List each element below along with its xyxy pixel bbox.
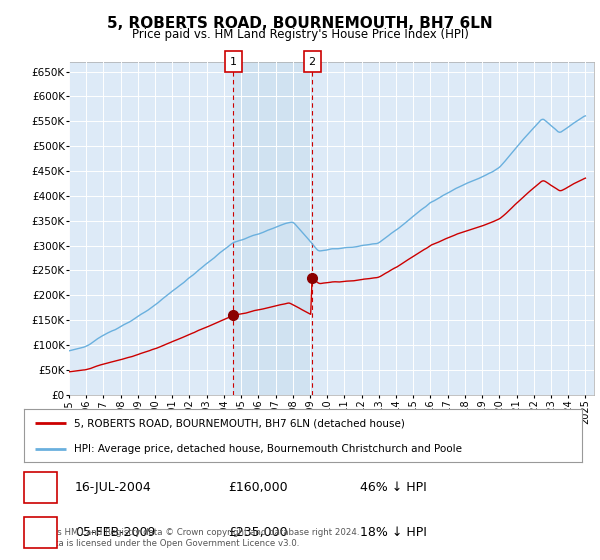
Text: 46% ↓ HPI: 46% ↓ HPI [360,481,427,494]
Text: 16-JUL-2004: 16-JUL-2004 [75,481,152,494]
Text: £160,000: £160,000 [228,481,287,494]
Text: 1: 1 [37,481,44,494]
Text: 2: 2 [308,57,316,67]
Text: HPI: Average price, detached house, Bournemouth Christchurch and Poole: HPI: Average price, detached house, Bour… [74,444,462,454]
Text: 18% ↓ HPI: 18% ↓ HPI [360,526,427,539]
Text: 5, ROBERTS ROAD, BOURNEMOUTH, BH7 6LN (detached house): 5, ROBERTS ROAD, BOURNEMOUTH, BH7 6LN (d… [74,418,405,428]
Text: £235,000: £235,000 [228,526,287,539]
Text: 2: 2 [37,526,44,539]
Text: 1: 1 [230,57,237,67]
Text: 5, ROBERTS ROAD, BOURNEMOUTH, BH7 6LN: 5, ROBERTS ROAD, BOURNEMOUTH, BH7 6LN [107,16,493,31]
Text: 05-FEB-2009: 05-FEB-2009 [75,526,155,539]
Text: Price paid vs. HM Land Registry's House Price Index (HPI): Price paid vs. HM Land Registry's House … [131,28,469,41]
Bar [233,62,312,395]
Text: Contains HM Land Registry data © Crown copyright and database right 2024.
This d: Contains HM Land Registry data © Crown c… [24,528,359,548]
